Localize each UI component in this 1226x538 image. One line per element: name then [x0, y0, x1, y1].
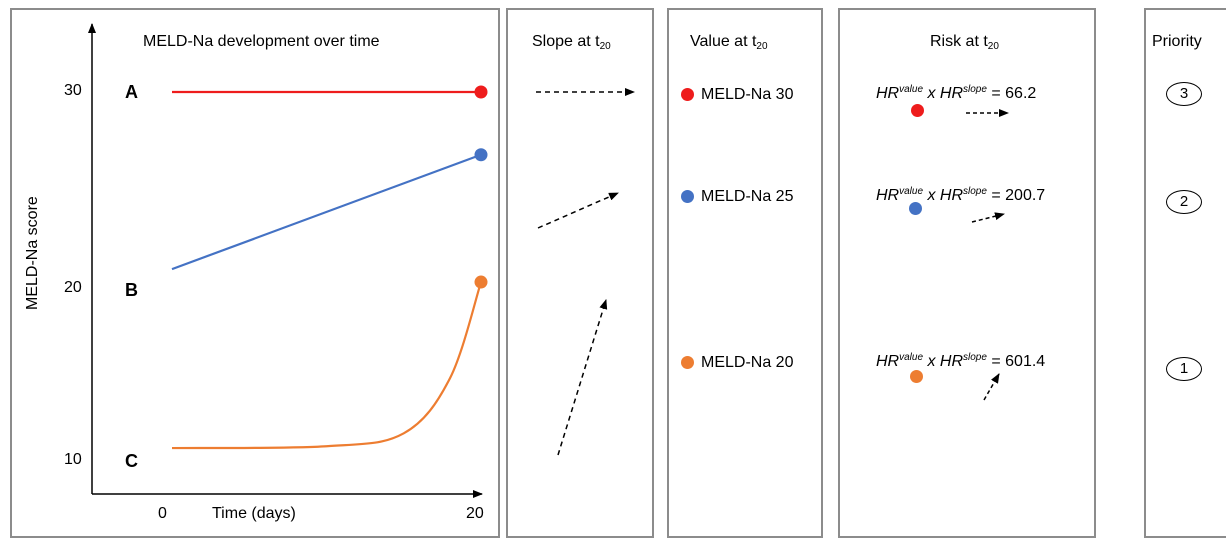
priority-rank-c: 1 — [1166, 357, 1202, 381]
priority-rank-a: 3 — [1166, 82, 1202, 106]
risk-header: Risk at t20 — [930, 33, 999, 52]
series-endpoint-c — [474, 275, 488, 289]
diagram-svg — [88, 23, 1009, 498]
priority-rank-b: 2 — [1166, 190, 1202, 214]
y-tick-10: 10 — [64, 451, 82, 468]
risk-formula-a: HRvalue x HRslope = 66.2 — [876, 84, 1037, 102]
series-line-c — [171, 281, 483, 450]
value-header: Value at t20 — [690, 33, 768, 52]
series-label-a: A — [125, 82, 138, 102]
value-dot-b — [681, 190, 694, 203]
y-tick-30: 30 — [64, 82, 82, 99]
slope-arrow-b — [537, 192, 619, 229]
x-axis-label: Time (days) — [212, 505, 296, 522]
series-label-c: C — [125, 451, 138, 471]
series-endpoint-b — [474, 148, 488, 162]
value-dot-c — [681, 356, 694, 369]
risk-slope-arrow-c — [983, 373, 1000, 401]
risk-dot-b — [909, 202, 922, 215]
risk-formula-b: HRvalue x HRslope = 200.7 — [876, 186, 1046, 204]
slope-header: Slope at t20 — [532, 33, 611, 52]
risk-formula-c: HRvalue x HRslope = 601.4 — [876, 352, 1046, 370]
value-dot-a — [681, 88, 694, 101]
value-label-c: MELD-Na 20 — [701, 354, 794, 371]
value-label-b: MELD-Na 25 — [701, 188, 794, 205]
value-label-a: MELD-Na 30 — [701, 86, 794, 103]
series-label-b: B — [125, 280, 138, 300]
y-axis-label: MELD-Na score — [24, 196, 41, 310]
slope-arrow-c — [557, 299, 608, 456]
series-line-b — [171, 153, 482, 271]
series-endpoint-a — [474, 85, 488, 99]
x-tick-0: 0 — [158, 505, 167, 522]
priority-header: Priority — [1152, 33, 1202, 50]
x-tick-20: 20 — [466, 505, 484, 522]
panel-slope — [506, 8, 654, 538]
risk-dot-a — [911, 104, 924, 117]
risk-slope-arrow-b — [971, 212, 1005, 223]
panel-priority — [1144, 8, 1226, 538]
panel-risk — [838, 8, 1096, 538]
y-tick-20: 20 — [64, 279, 82, 296]
chart-title: MELD-Na development over time — [143, 33, 380, 50]
risk-dot-c — [910, 370, 923, 383]
